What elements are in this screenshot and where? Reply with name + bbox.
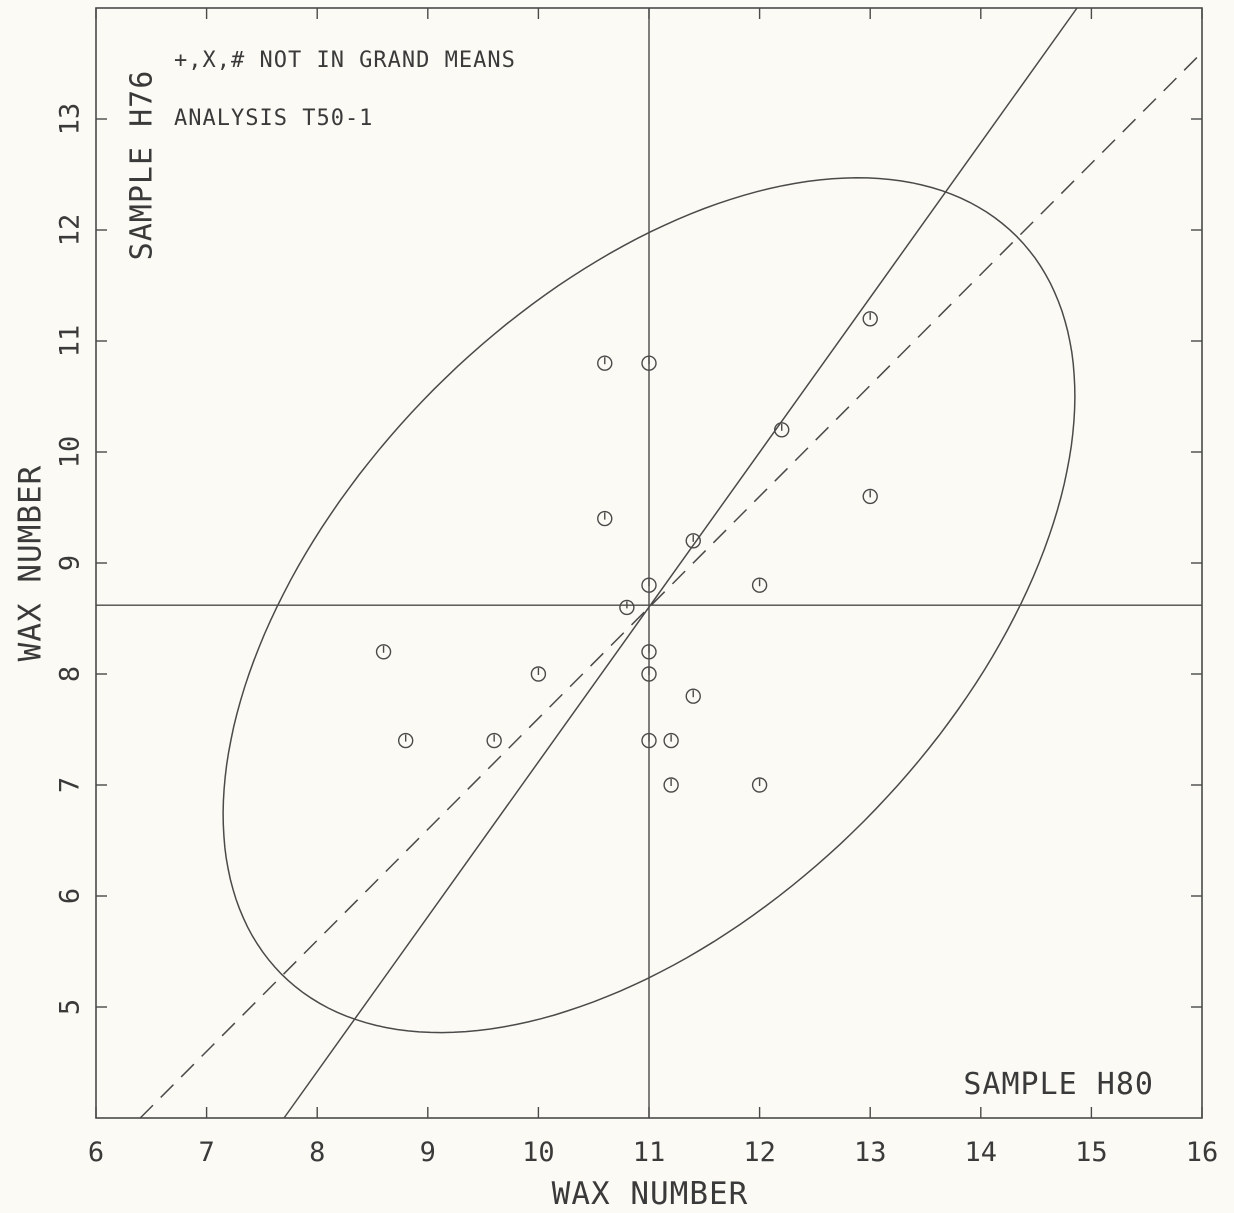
confidence-ellipse-group: [222, 177, 1076, 1034]
y-tick-label: 6: [55, 888, 86, 904]
y-tick-label: 11: [55, 325, 86, 358]
y-tick-label: 7: [55, 777, 86, 793]
data-point: [641, 732, 657, 749]
data-point: [397, 732, 414, 749]
data-point-marker: [641, 666, 657, 682]
data-point: [663, 777, 679, 793]
data-point: [619, 599, 635, 616]
x-tick-label: 10: [522, 1137, 555, 1168]
data-point-marker: [641, 732, 657, 749]
data-point-marker: [685, 688, 701, 704]
sample-y-label: SAMPLE H76: [125, 70, 160, 261]
x-tick-label: 7: [198, 1137, 214, 1168]
x-axis-title: WAX NUMBER: [552, 1176, 749, 1212]
confidence-ellipse: [222, 177, 1076, 1034]
x-tick-label: 6: [88, 1137, 104, 1168]
grand-mean-lines: [96, 8, 1202, 1118]
data-point-marker: [751, 577, 768, 593]
x-tick-label: 8: [309, 1137, 325, 1168]
data-point: [751, 577, 768, 593]
data-point: [641, 577, 657, 593]
sample-x-label: SAMPLE H80: [963, 1067, 1154, 1102]
y-tick-label: 10: [55, 436, 86, 469]
data-point: [685, 533, 701, 549]
fit-line-solid: [283, 7, 1078, 1119]
data-point-marker: [397, 732, 414, 749]
fit-line-dashed: [139, 51, 1203, 1119]
data-point: [685, 688, 701, 704]
data-point: [641, 666, 657, 682]
data-point: [597, 355, 613, 371]
x-tick-label: 16: [1186, 1137, 1219, 1168]
data-point: [375, 644, 392, 660]
data-point: [663, 732, 679, 749]
data-point-marker: [641, 644, 657, 660]
data-point-marker: [597, 355, 613, 371]
data-point-marker: [619, 599, 635, 616]
data-point-marker: [663, 777, 679, 793]
note-analysis: ANALYSIS T50-1: [174, 106, 373, 131]
y-tick-label: 9: [55, 555, 86, 571]
data-point-marker: [862, 488, 878, 505]
data-point: [641, 644, 657, 660]
data-point-marker: [663, 732, 679, 749]
data-point-marker: [641, 577, 657, 593]
x-tick-label: 9: [420, 1137, 436, 1168]
data-point: [774, 422, 790, 438]
data-point: [862, 311, 878, 327]
y-tick-label: 5: [55, 999, 86, 1015]
data-point: [862, 488, 878, 505]
fit-lines: [139, 7, 1203, 1119]
y-tick-label: 12: [55, 214, 86, 247]
y-tick-label: 8: [55, 666, 86, 682]
x-tick-label: 13: [854, 1137, 887, 1168]
x-tick-label: 14: [965, 1137, 998, 1168]
data-point-marker: [530, 666, 547, 682]
data-point: [530, 666, 547, 682]
y-axis-title: WAX NUMBER: [13, 465, 49, 662]
data-point-marker: [774, 422, 790, 438]
data-point-marker: [862, 311, 878, 327]
data-point: [641, 355, 657, 371]
tick-labels: 6 7 8 9 10 11 12 13 14 15 16 5 6 7 8 9 10 11 12 13: [55, 103, 1219, 1168]
data-point: [597, 510, 613, 527]
data-point-marker: [751, 777, 768, 793]
data-point: [751, 777, 768, 793]
data-point-marker: [486, 732, 502, 749]
data-point: [486, 732, 502, 749]
y-tick-label: 13: [55, 103, 86, 136]
note-grand-means: +,X,# NOT IN GRAND MEANS: [174, 48, 516, 73]
data-point-marker: [375, 644, 392, 660]
data-point-marker: [685, 533, 701, 549]
x-tick-label: 15: [1075, 1137, 1108, 1168]
data-point-marker: [641, 355, 657, 371]
x-tick-label: 11: [633, 1137, 666, 1168]
data-points: [375, 311, 878, 793]
x-tick-label: 12: [743, 1137, 776, 1168]
data-point-marker: [597, 510, 613, 527]
